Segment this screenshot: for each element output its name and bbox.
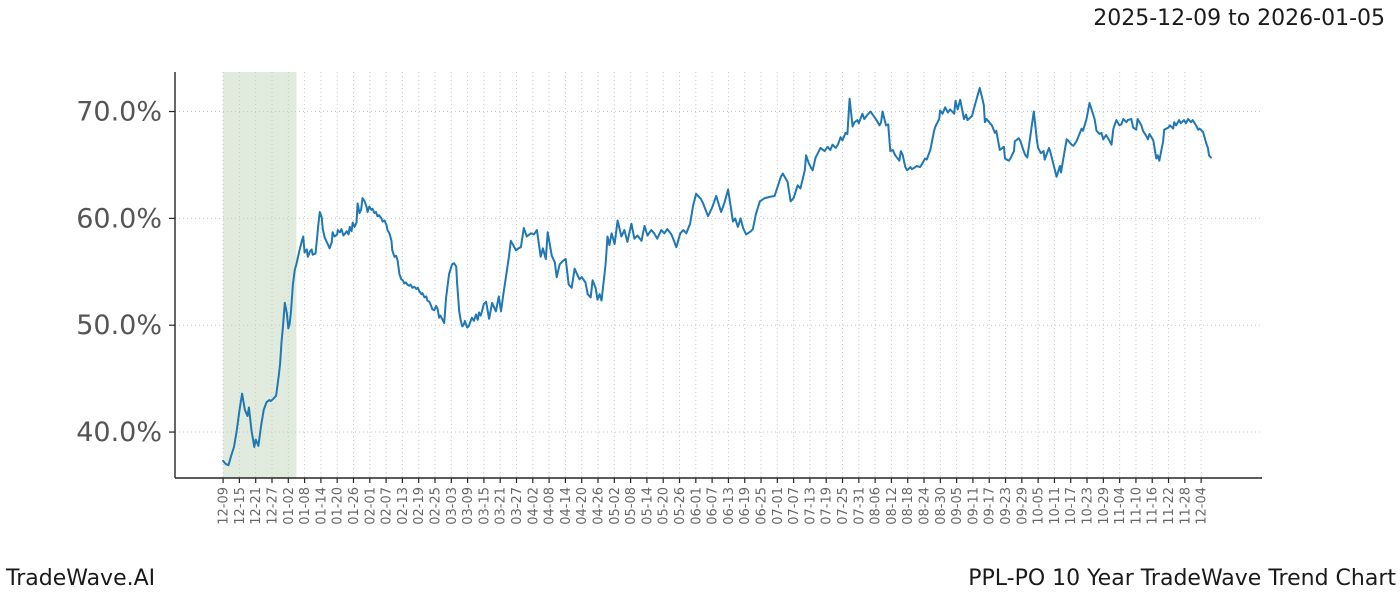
x-tick-label: 04-20 xyxy=(575,487,590,525)
x-tick-label: 09-29 xyxy=(1015,487,1030,525)
x-tick-label: 06-07 xyxy=(706,487,721,525)
y-tick-label: 70.0% xyxy=(76,97,162,128)
x-tick-label: 03-27 xyxy=(510,487,525,525)
x-tick-label: 05-08 xyxy=(624,487,639,525)
x-tick-label: 05-14 xyxy=(640,487,655,525)
x-tick-label: 05-02 xyxy=(608,487,623,525)
x-tick-label: 03-09 xyxy=(461,487,476,525)
x-tick-label: 11-10 xyxy=(1129,487,1144,525)
x-tick-label: 02-13 xyxy=(396,487,411,525)
brand-label: TradeWave.AI xyxy=(6,566,156,591)
x-tick-label: 08-24 xyxy=(918,487,933,525)
x-tick-label: 09-17 xyxy=(983,487,998,525)
trend-line-series xyxy=(222,87,1212,467)
x-tick-label: 01-14 xyxy=(314,487,329,525)
x-tick-label: 02-07 xyxy=(380,487,395,525)
x-tick-label: 07-07 xyxy=(787,487,802,525)
x-tick-label: 12-15 xyxy=(233,487,248,525)
x-tick-label: 10-11 xyxy=(1048,487,1063,525)
y-tick-label: 50.0% xyxy=(76,310,162,341)
x-tick-label: 12-09 xyxy=(217,487,232,525)
x-tick-label: 07-19 xyxy=(820,487,835,525)
y-tick-label: 40.0% xyxy=(76,417,162,448)
x-tick-label: 10-29 xyxy=(1097,487,1112,525)
x-tick-label: 06-25 xyxy=(755,487,770,525)
x-tick-label: 02-01 xyxy=(363,487,378,525)
x-tick-label: 12-27 xyxy=(265,487,280,525)
x-tick-label: 04-14 xyxy=(559,487,574,525)
trend-line-chart: 12-09 12-15 12-21 12-27 01-02 01-08 01-14 01-20… xyxy=(76,72,1262,525)
x-tick-label: 09-11 xyxy=(966,487,981,525)
x-tick-label: 05-20 xyxy=(657,487,672,525)
x-tick-label: 08-12 xyxy=(885,487,900,525)
x-tick-label: 01-20 xyxy=(331,487,346,525)
x-tick-label: 04-08 xyxy=(543,487,558,525)
x-tick-label: 12-21 xyxy=(249,487,264,525)
x-tick-label: 07-31 xyxy=(852,487,867,525)
x-tick-label: 11-16 xyxy=(1146,487,1161,525)
x-tick-label: 10-17 xyxy=(1064,487,1079,525)
x-tick-label: 02-19 xyxy=(412,487,427,525)
x-tick-label: 06-01 xyxy=(689,487,704,525)
x-tick-label: 03-15 xyxy=(477,487,492,525)
x-tick-label: 01-02 xyxy=(282,487,297,525)
x-tick-label: 03-21 xyxy=(494,487,509,525)
y-tick-label: 60.0% xyxy=(76,203,162,234)
x-tick-label: 01-08 xyxy=(298,487,313,525)
x-tick-label: 04-26 xyxy=(592,487,607,525)
x-tick-label: 02-25 xyxy=(428,487,443,525)
x-tick-label: 01-26 xyxy=(347,487,362,525)
x-tick-label: 12-04 xyxy=(1195,487,1210,525)
date-range-title: 2025-12-09 to 2026-01-05 xyxy=(1093,6,1385,31)
x-tick-label: 08-30 xyxy=(934,487,949,525)
x-tick-label: 09-23 xyxy=(999,487,1014,525)
x-tick-label: 09-05 xyxy=(950,487,965,525)
x-tick-label: 11-28 xyxy=(1178,487,1193,525)
x-tick-label: 10-23 xyxy=(1081,487,1096,525)
x-tick-label: 03-03 xyxy=(445,487,460,525)
x-tick-label: 11-04 xyxy=(1113,487,1128,525)
x-tick-label: 11-22 xyxy=(1162,487,1177,525)
chart-title: PPL-PO 10 Year TradeWave Trend Chart xyxy=(968,566,1396,591)
x-tick-label: 07-25 xyxy=(836,487,851,525)
x-tick-label: 08-06 xyxy=(869,487,884,525)
x-tick-label: 08-18 xyxy=(901,487,916,525)
x-tick-label: 10-05 xyxy=(1032,487,1047,525)
x-tick-label: 06-13 xyxy=(722,487,737,525)
x-tick-label: 06-19 xyxy=(738,487,753,525)
highlight-region xyxy=(223,72,297,478)
x-tick-label: 07-01 xyxy=(771,487,786,525)
x-tick-label: 04-02 xyxy=(526,487,541,525)
x-tick-label: 07-13 xyxy=(803,487,818,525)
x-tick-label: 05-26 xyxy=(673,487,688,525)
